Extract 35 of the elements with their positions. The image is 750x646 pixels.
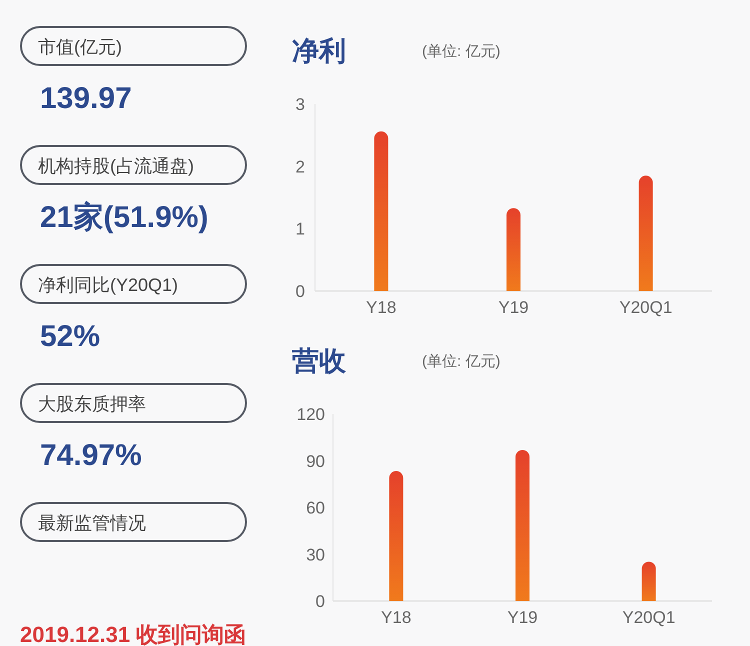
text: 大股东质押率 [38, 394, 146, 414]
y-tick-label: 0 [296, 282, 305, 301]
text: 52% [40, 320, 100, 353]
text: 最新监管情况 [38, 513, 146, 533]
text: 2019.12.31 收到问询函 [20, 622, 246, 646]
text: 净利同比(Y20Q1) [38, 275, 178, 295]
bar [506, 208, 520, 291]
x-tick-label: Y20Q1 [619, 298, 672, 317]
chart-title: 营收 [291, 346, 347, 376]
bar [516, 450, 530, 601]
y-tick-label: 120 [296, 405, 325, 424]
x-tick-label: Y20Q1 [622, 608, 676, 627]
x-tick-label: Y18 [381, 608, 412, 627]
text: 机构持股(占流通盘) [38, 156, 194, 176]
y-tick-label: 30 [306, 545, 325, 564]
x-tick-label: Y19 [507, 608, 538, 627]
x-tick-label: Y19 [498, 298, 529, 317]
y-tick-label: 0 [316, 592, 325, 611]
y-tick-label: 1 [296, 220, 305, 239]
x-tick-label: Y18 [366, 298, 396, 317]
chart-subtitle: (单位: 亿元) [422, 353, 500, 370]
y-tick-label: 60 [306, 498, 325, 518]
text: 市值(亿元) [38, 37, 122, 57]
y-tick-label: 3 [296, 95, 305, 114]
y-tick-label: 2 [296, 157, 305, 176]
bar [638, 176, 653, 291]
text: 74.97% [40, 439, 142, 472]
bar [642, 562, 656, 601]
chart-subtitle: (单位: 亿元) [422, 43, 500, 60]
y-tick-label: 90 [306, 452, 325, 471]
text: 21家(51.9%) [40, 200, 208, 234]
bar [389, 471, 404, 601]
text: 139.97 [40, 82, 132, 115]
chart-title: 净利 [292, 36, 346, 66]
bar [374, 131, 388, 291]
